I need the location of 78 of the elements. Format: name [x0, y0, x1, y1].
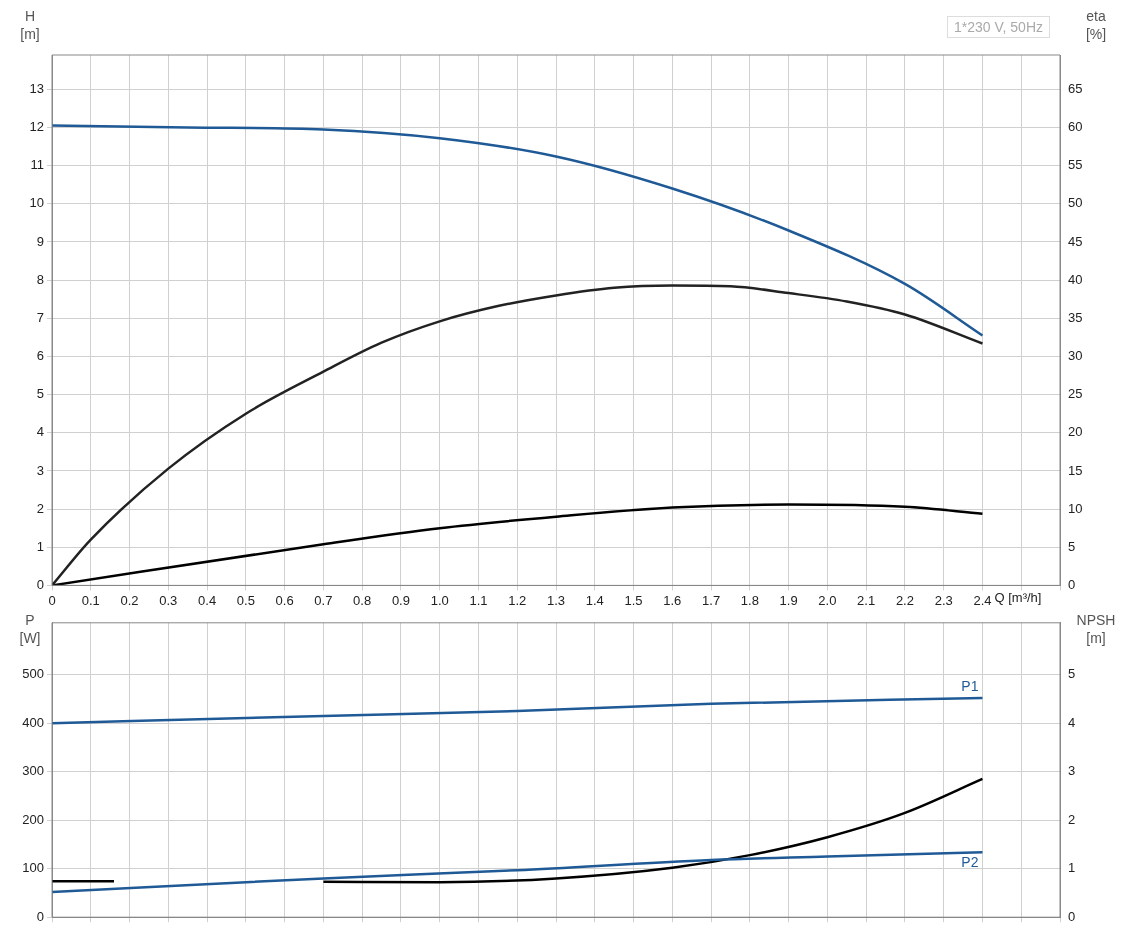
series-label: P1 — [961, 677, 979, 694]
x-tick-label: 2.4 — [973, 592, 992, 608]
y-tick-label: 6 — [36, 348, 44, 364]
y2-tick-label: 5 — [1068, 538, 1076, 554]
x-tick-label: 0.3 — [159, 592, 178, 608]
x-tick-label: 2.1 — [857, 592, 876, 608]
y2-tick-label: 65 — [1068, 80, 1083, 96]
y2-tick-label: 3 — [1068, 763, 1076, 779]
y-tick-label: 1 — [36, 538, 44, 554]
x-tick-label: 0.5 — [236, 592, 255, 608]
y-tick-label: 500 — [22, 666, 44, 682]
y2-tick-label: 0 — [1068, 908, 1076, 924]
y2-tick-label: 2 — [1068, 811, 1076, 827]
x-tick-label: 1.3 — [546, 592, 566, 608]
x-tick-label: 0.6 — [275, 592, 294, 608]
x-axis-title: Q [m³/h] — [994, 590, 1042, 606]
y2-tick-label: 50 — [1068, 195, 1083, 211]
y-tick-label: 7 — [36, 309, 44, 325]
y2-tick-label: 15 — [1068, 462, 1083, 478]
y2-tick-label: 30 — [1068, 348, 1083, 364]
x-tick-label: 2.3 — [934, 592, 953, 608]
y2-tick-label: 45 — [1068, 233, 1083, 249]
x-tick-label: 1.7 — [702, 592, 721, 608]
x-tick-label: 1.6 — [663, 592, 682, 608]
y2-axis-title: NPSH [m] — [1076, 611, 1116, 646]
x-tick-label: 1.4 — [585, 592, 604, 608]
y2-tick-label: 55 — [1068, 157, 1083, 173]
y2-tick-label: 60 — [1068, 119, 1083, 135]
x-tick-label: 0.2 — [120, 592, 139, 608]
x-tick-label: 1.5 — [624, 592, 643, 608]
y2-tick-label: 1 — [1068, 860, 1076, 876]
line-series — [52, 503, 984, 586]
x-tick-label: 2.0 — [818, 592, 837, 608]
x-tick-label: 1.0 — [430, 592, 449, 608]
y-tick-label: 13 — [29, 80, 44, 96]
x-tick-label: 0.1 — [81, 592, 100, 608]
y-tick-label: 4 — [36, 424, 44, 440]
x-tick-label: 1.9 — [779, 592, 798, 608]
x-tick-label: 0.9 — [391, 592, 410, 608]
x-tick-label: 2.2 — [895, 592, 914, 608]
y-tick-label: 11 — [30, 157, 44, 173]
y-axis-title: P [W] — [19, 611, 41, 646]
line-series — [52, 850, 984, 894]
x-tick-label: 0 — [48, 592, 56, 608]
x-tick-label: 1.2 — [508, 592, 527, 608]
y-tick-label: 300 — [22, 763, 44, 779]
x-tick-label: 0.8 — [353, 592, 372, 608]
series-label: P2 — [961, 854, 979, 871]
y-tick-label: 3 — [36, 462, 44, 478]
y-tick-label: 2 — [36, 500, 44, 516]
y2-tick-label: 4 — [1068, 714, 1076, 730]
y-tick-label: 0 — [36, 908, 44, 924]
line-series — [52, 696, 984, 725]
y2-tick-label: 35 — [1068, 309, 1083, 325]
y-tick-label: 100 — [22, 860, 44, 876]
x-tick-label: 1.8 — [740, 592, 759, 608]
line-series — [52, 284, 984, 586]
y-tick-label: 5 — [36, 386, 44, 402]
y-tick-label: 9 — [36, 233, 44, 249]
y2-tick-label: 0 — [1068, 576, 1076, 592]
text: 1*230 V, 50Hz — [947, 16, 1050, 38]
y-tick-label: 10 — [29, 195, 44, 211]
y2-tick-label: 10 — [1068, 500, 1083, 516]
y-tick-label: 0 — [36, 576, 44, 592]
y-tick-label: 400 — [22, 714, 44, 730]
y-tick-label: 200 — [22, 811, 44, 827]
y-axis-title: H [m] — [20, 7, 40, 42]
y2-tick-label: 25 — [1068, 386, 1083, 402]
y2-tick-label: 20 — [1068, 424, 1083, 440]
y-tick-label: 8 — [36, 271, 44, 287]
x-tick-label: 1.1 — [469, 592, 488, 608]
y2-tick-label: 40 — [1068, 271, 1083, 287]
y-tick-label: 12 — [29, 119, 44, 135]
x-tick-label: 0.7 — [314, 592, 333, 608]
y2-tick-label: 5 — [1068, 666, 1076, 682]
x-tick-label: 0.4 — [198, 592, 217, 608]
y2-axis-title: eta [%] — [1085, 7, 1107, 42]
line-series — [52, 124, 984, 337]
